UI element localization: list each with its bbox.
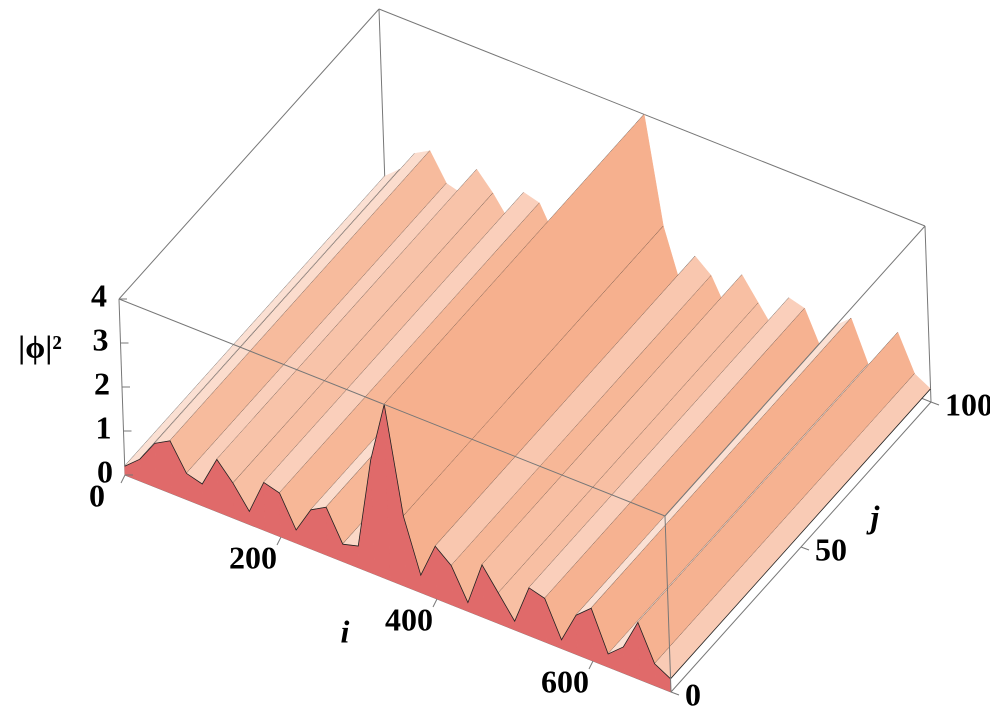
x-tick-label: 0 [89, 477, 105, 513]
x-tick [432, 598, 438, 608]
x-axis-label: i [341, 613, 350, 649]
z-tick-label: 1 [96, 409, 112, 445]
x-tick-label: 200 [229, 539, 277, 575]
x-tick [120, 474, 126, 484]
y-tick-label: 50 [815, 531, 847, 567]
box-edge [118, 8, 380, 300]
box-edge [378, 8, 386, 186]
box-edge [664, 515, 672, 693]
surface-side [154, 440, 173, 494]
surface-side [310, 506, 329, 556]
surface-front-edge [124, 404, 671, 680]
y-axis-label: j [866, 498, 880, 534]
mesh-line [670, 388, 931, 680]
box-edge [118, 298, 666, 517]
box-edge [664, 225, 926, 517]
z-tick-label: 0 [97, 453, 113, 489]
z-tick-label: 4 [91, 277, 107, 313]
box-edge [924, 225, 932, 403]
x-tick [588, 660, 594, 670]
x-tick [276, 536, 282, 546]
z-tick-label: 3 [93, 321, 109, 357]
y-tick-label: 0 [685, 676, 701, 712]
y-tick [800, 546, 810, 551]
x-tick-label: 600 [541, 663, 589, 699]
box-edge [378, 8, 926, 227]
surface-side [575, 607, 594, 662]
y-tick [930, 401, 940, 406]
x-tick-label: 400 [385, 601, 433, 637]
z-tick-label: 2 [94, 365, 110, 401]
z-axis-label: |ϕ|² [18, 328, 62, 364]
y-tick-label: 100 [945, 386, 990, 422]
y-tick [670, 691, 680, 696]
surface-side [342, 543, 360, 569]
